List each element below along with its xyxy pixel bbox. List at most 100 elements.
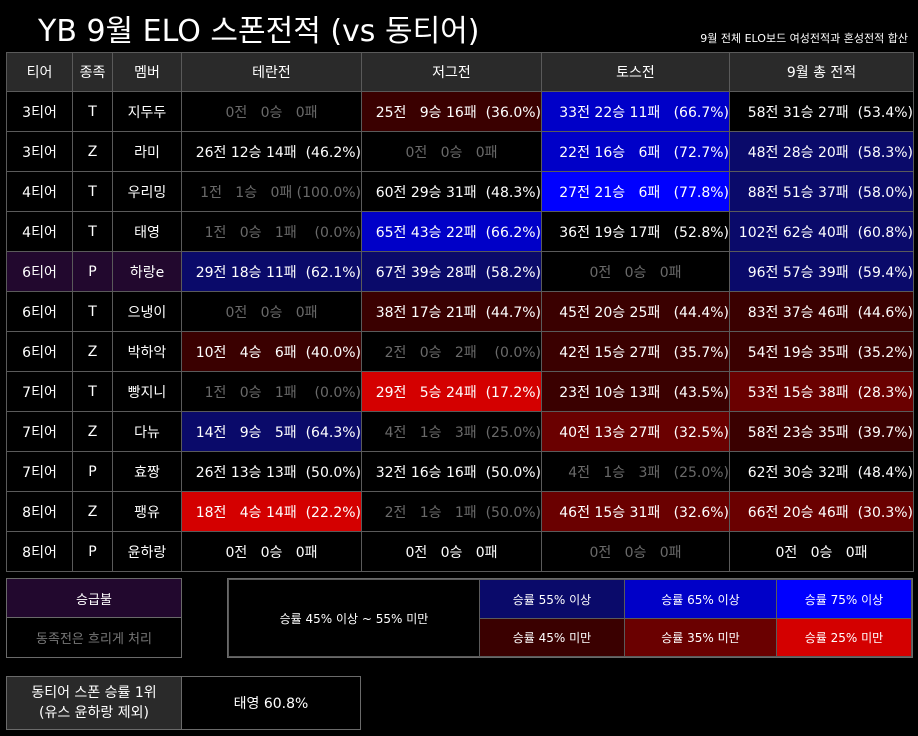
promo-legend-label: 승급불	[6, 578, 182, 618]
race-cell: Z	[72, 131, 113, 172]
vs-protoss-cell: 4전 1승 3패 (25.0%)	[541, 451, 730, 492]
race-cell: P	[72, 531, 113, 572]
total-cell: 62전 30승 32패 (48.4%)	[729, 451, 914, 492]
total-cell: 88전 51승 37패 (58.0%)	[729, 171, 914, 212]
page-title: YB 9월 ELO 스폰전적 (vs 동티어)	[38, 14, 480, 49]
total-cell: 96전 57승 39패 (59.4%)	[729, 251, 914, 292]
legend-blue-65: 승률 65% 이상	[624, 579, 777, 619]
vs-zerg-cell: 32전 16승 16패 (50.0%)	[361, 451, 542, 492]
member-cell: 효짱	[112, 451, 182, 492]
vs-terran-cell: 0전 0승 0패	[181, 531, 362, 572]
tier-cell: 6티어	[6, 291, 73, 332]
total-cell: 0전 0승 0패	[729, 531, 914, 572]
winrate-legend: 승률 45% 이상 ~ 55% 미만 승률 55% 이상 승률 65% 이상 승…	[227, 578, 913, 658]
race-cell: T	[72, 211, 113, 252]
top-label-line2: (유스 윤하랑 제외)	[39, 705, 149, 721]
vs-protoss-cell: 42전 15승 27패 (35.7%)	[541, 331, 730, 372]
member-cell: 라미	[112, 131, 182, 172]
table-row: 6티어 Z 박하악 10전 4승 6패 (40.0%) 2전 0승 2패 (0.…	[6, 331, 914, 372]
vs-zerg-cell: 2전 1승 1패 (50.0%)	[361, 491, 542, 532]
header-race: 종족	[72, 52, 113, 92]
vs-zerg-cell: 2전 0승 2패 (0.0%)	[361, 331, 542, 372]
table-row: 7티어 Z 다뉴 14전 9승 5패 (64.3%) 4전 1승 3패 (25.…	[6, 411, 914, 452]
race-cell: T	[72, 171, 113, 212]
total-cell: 48전 28승 20패 (58.3%)	[729, 131, 914, 172]
race-cell: P	[72, 451, 113, 492]
top-winrate-value: 태영 60.8%	[181, 676, 361, 730]
vs-terran-cell: 10전 4승 6패 (40.0%)	[181, 331, 362, 372]
header-total: 9월 총 전적	[729, 52, 914, 92]
tier-cell: 7티어	[6, 371, 73, 412]
tier-cell: 8티어	[6, 491, 73, 532]
vs-terran-cell: 1전 0승 1패 (0.0%)	[181, 211, 362, 252]
tier-cell: 3티어	[6, 131, 73, 172]
vs-protoss-cell: 40전 13승 27패 (32.5%)	[541, 411, 730, 452]
top-label-line1: 동티어 스폰 승률 1위	[31, 685, 157, 701]
header-vs-protoss: 토스전	[541, 52, 730, 92]
total-cell: 54전 19승 35패 (35.2%)	[729, 331, 914, 372]
vs-protoss-cell: 22전 16승 6패 (72.7%)	[541, 131, 730, 172]
legend-blue-55: 승률 55% 이상	[479, 579, 625, 619]
vs-protoss-cell: 23전 10승 13패 (43.5%)	[541, 371, 730, 412]
race-cell: T	[72, 291, 113, 332]
vs-terran-cell: 26전 13승 13패 (50.0%)	[181, 451, 362, 492]
tier-cell: 7티어	[6, 451, 73, 492]
legend-red-45: 승률 45% 미만	[479, 618, 625, 657]
tier-cell: 3티어	[6, 91, 73, 132]
vs-zerg-cell: 67전 39승 28패 (58.2%)	[361, 251, 542, 292]
vs-zerg-cell: 60전 29승 31패 (48.3%)	[361, 171, 542, 212]
top-winrate-label: 동티어 스폰 승률 1위 (유스 윤하랑 제외)	[6, 676, 182, 730]
member-cell: 으냉이	[112, 291, 182, 332]
table-row: 7티어 T 빵지니 1전 0승 1패 (0.0%) 29전 5승 24패 (17…	[6, 371, 914, 412]
legend-neutral: 승률 45% 이상 ~ 55% 미만	[228, 579, 480, 657]
table-row: 4티어 T 우리밍 1전 1승 0패 (100.0%) 60전 29승 31패 …	[6, 171, 914, 212]
total-cell: 58전 23승 35패 (39.7%)	[729, 411, 914, 452]
tier-cell: 4티어	[6, 211, 73, 252]
vs-protoss-cell: 0전 0승 0패	[541, 531, 730, 572]
race-cell: Z	[72, 491, 113, 532]
vs-zerg-cell: 29전 5승 24패 (17.2%)	[361, 371, 542, 412]
header-member: 멤버	[112, 52, 182, 92]
vs-zerg-cell: 38전 17승 21패 (44.7%)	[361, 291, 542, 332]
vs-protoss-cell: 27전 21승 6패 (77.8%)	[541, 171, 730, 212]
note-text: 9월 전체 ELO보드 여성전적과 혼성전적 합산	[700, 32, 908, 45]
table-row: 3티어 Z 라미 26전 12승 14패 (46.2%) 0전 0승 0패 22…	[6, 131, 914, 172]
vs-protoss-cell: 36전 19승 17패 (52.8%)	[541, 211, 730, 252]
table-row: 8티어 Z 팽유 18전 4승 14패 (22.2%) 2전 1승 1패 (50…	[6, 491, 914, 532]
vs-zerg-cell: 65전 43승 22패 (66.2%)	[361, 211, 542, 252]
vs-terran-cell: 18전 4승 14패 (22.2%)	[181, 491, 362, 532]
vs-zerg-cell: 0전 0승 0패	[361, 131, 542, 172]
race-cell: T	[72, 371, 113, 412]
vs-terran-cell: 1전 0승 1패 (0.0%)	[181, 371, 362, 412]
member-cell: 박하악	[112, 331, 182, 372]
vs-zerg-cell: 4전 1승 3패 (25.0%)	[361, 411, 542, 452]
vs-terran-cell: 14전 9승 5패 (64.3%)	[181, 411, 362, 452]
member-cell: 우리밍	[112, 171, 182, 212]
race-cell: T	[72, 91, 113, 132]
table-row: 6티어 P 하랑e 29전 18승 11패 (62.1%) 67전 39승 28…	[6, 251, 914, 292]
member-cell: 빵지니	[112, 371, 182, 412]
header-row: 티어 종족 멤버 테란전 저그전 토스전 9월 총 전적	[6, 52, 914, 92]
vs-terran-cell: 1전 1승 0패 (100.0%)	[181, 171, 362, 212]
vs-protoss-cell: 33전 22승 11패 (66.7%)	[541, 91, 730, 132]
vs-terran-cell: 0전 0승 0패	[181, 291, 362, 332]
member-cell: 윤하랑	[112, 531, 182, 572]
total-cell: 102전 62승 40패 (60.8%)	[729, 211, 914, 252]
total-cell: 58전 31승 27패 (53.4%)	[729, 91, 914, 132]
race-cell: P	[72, 251, 113, 292]
race-cell: Z	[72, 331, 113, 372]
table-row: 8티어 P 윤하랑 0전 0승 0패 0전 0승 0패 0전 0승 0패 0전 …	[6, 531, 914, 572]
member-cell: 지두두	[112, 91, 182, 132]
tier-cell: 8티어	[6, 531, 73, 572]
vs-zerg-cell: 0전 0승 0패	[361, 531, 542, 572]
vs-terran-cell: 29전 18승 11패 (62.1%)	[181, 251, 362, 292]
table-row: 3티어 T 지두두 0전 0승 0패 25전 9승 16패 (36.0%) 33…	[6, 91, 914, 132]
vs-protoss-cell: 46전 15승 31패 (32.6%)	[541, 491, 730, 532]
tier-cell: 7티어	[6, 411, 73, 452]
header-tier: 티어	[6, 52, 73, 92]
legend-red-25: 승률 25% 미만	[776, 618, 912, 657]
race-cell: Z	[72, 411, 113, 452]
total-cell: 83전 37승 46패 (44.6%)	[729, 291, 914, 332]
vs-terran-cell: 0전 0승 0패	[181, 91, 362, 132]
tier-cell: 6티어	[6, 331, 73, 372]
